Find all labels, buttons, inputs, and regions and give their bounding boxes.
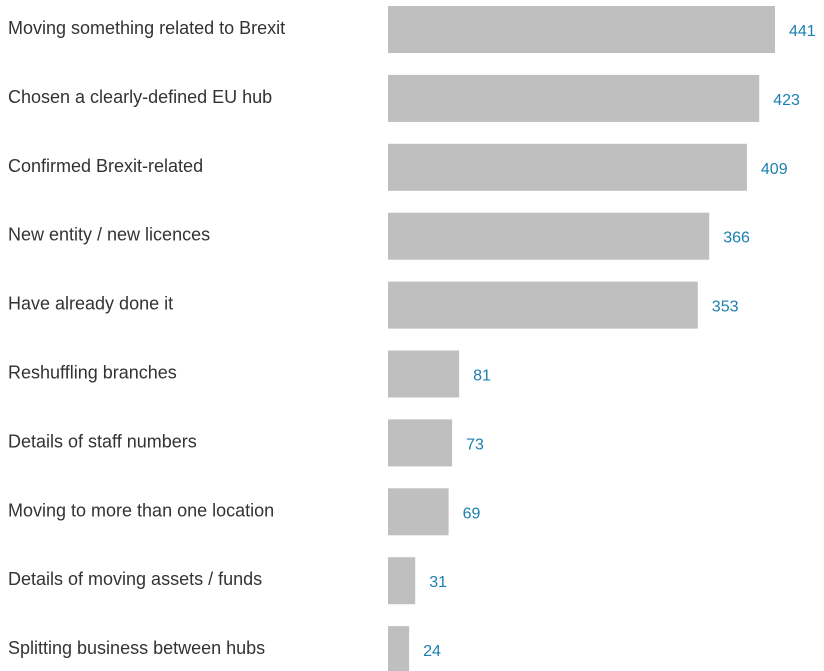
bar: [388, 488, 449, 536]
bar: [388, 626, 410, 671]
category-label: Details of staff numbers: [8, 431, 197, 451]
value-label: 409: [761, 161, 788, 178]
category-label: Confirmed Brexit-related: [8, 156, 203, 176]
value-label: 353: [712, 299, 739, 316]
category-label: Moving something related to Brexit: [8, 18, 285, 38]
bar: [388, 143, 747, 191]
category-label: Details of moving assets / funds: [8, 569, 262, 589]
value-label: 31: [429, 574, 447, 591]
category-label: Moving to more than one location: [8, 500, 274, 520]
bar-row: Details of moving assets / funds 31: [8, 557, 447, 605]
value-label: 81: [473, 368, 491, 385]
bar-row: Confirmed Brexit-related 409: [8, 143, 788, 191]
bar-row: Chosen a clearly-defined EU hub 423: [8, 74, 800, 122]
bar-row: Details of staff numbers 73: [8, 419, 484, 467]
bar: [388, 557, 416, 605]
bar-row: Splitting business between hubs 24: [8, 626, 441, 671]
value-label: 69: [463, 505, 481, 522]
bar: [388, 74, 760, 122]
bar: [388, 350, 460, 398]
value-label: 24: [423, 643, 441, 660]
bar-row: Moving something related to Brexit 441: [8, 6, 816, 53]
bar: [388, 281, 698, 329]
value-label: 366: [723, 230, 750, 247]
value-label: 423: [773, 92, 800, 109]
bar-row: New entity / new licences 366: [8, 212, 750, 260]
category-label: Have already done it: [8, 294, 173, 314]
value-label: 73: [466, 436, 484, 453]
category-label: Splitting business between hubs: [8, 638, 265, 658]
chart-rows: Moving something related to Brexit 441 Cho…: [8, 6, 816, 671]
bar: [388, 6, 775, 53]
bar: [388, 419, 453, 467]
bar-row: Reshuffling branches 81: [8, 350, 491, 398]
bar-row: Moving to more than one location 69: [8, 488, 481, 536]
category-label: Reshuffling branches: [8, 363, 177, 383]
category-label: New entity / new licences: [8, 225, 210, 245]
bar: [388, 212, 710, 260]
bar-row: Have already done it 353: [8, 281, 739, 329]
category-label: Chosen a clearly-defined EU hub: [8, 87, 272, 107]
value-label: 441: [789, 23, 816, 40]
